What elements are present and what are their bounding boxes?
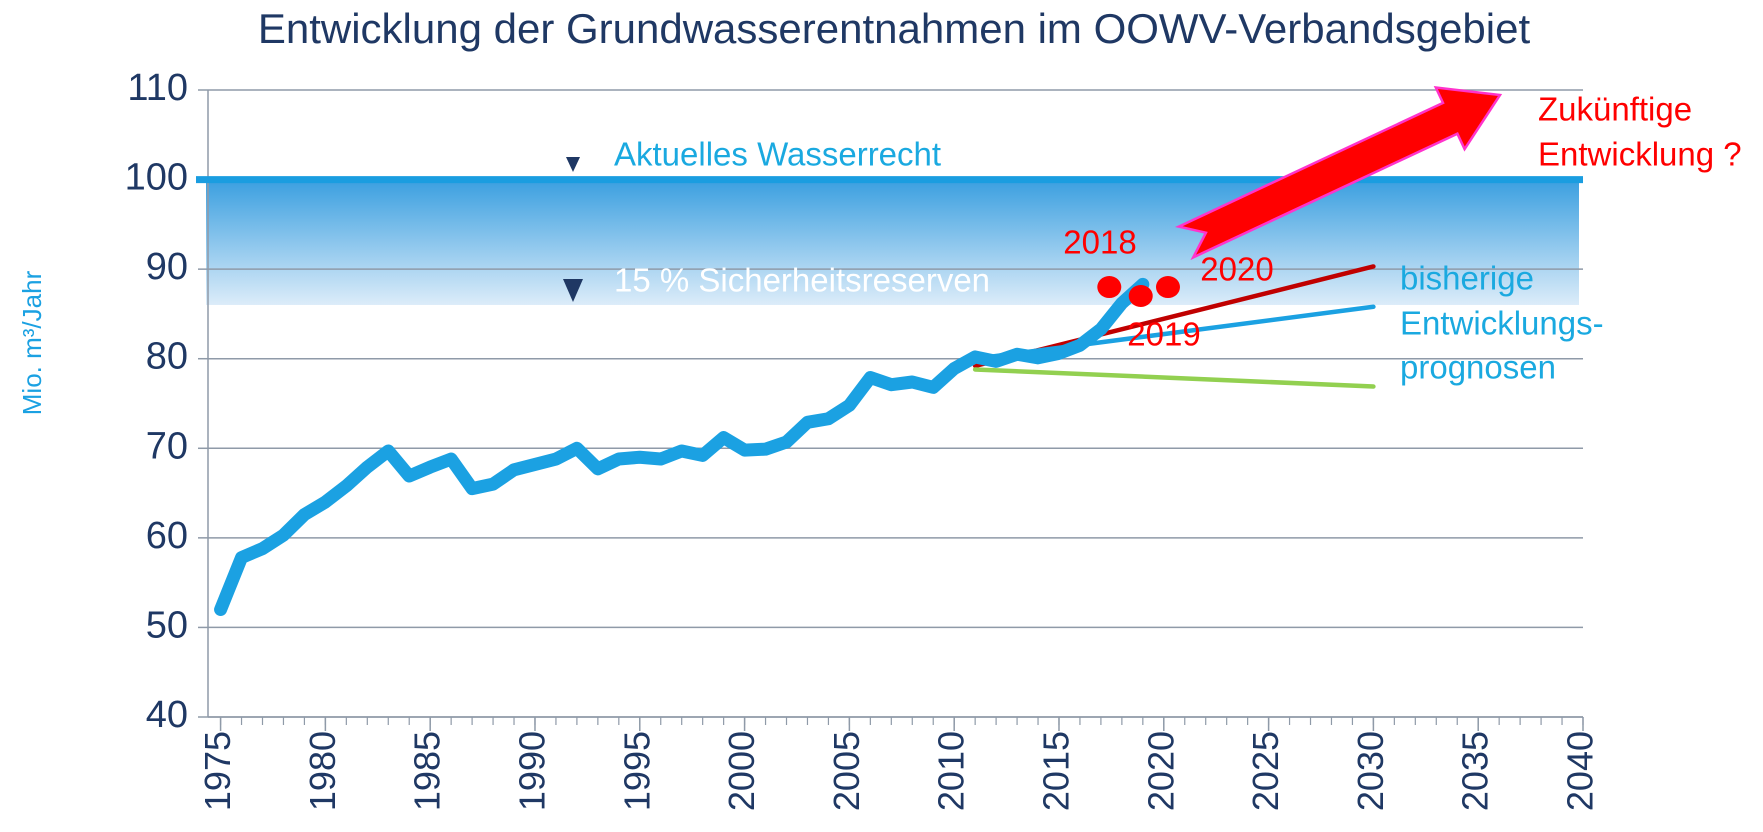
- data-line: [214, 277, 1150, 617]
- x-tick-label: 2005: [826, 731, 867, 811]
- x-tick-label: 2025: [1245, 731, 1286, 811]
- x-tick-label: 2040: [1560, 731, 1601, 811]
- y-axis-label: Mio. m³/Jahr: [17, 270, 47, 415]
- annotation: Entwicklungs-: [1400, 305, 1604, 342]
- annotation: Zukünftige: [1538, 91, 1692, 128]
- data-point: [1155, 276, 1180, 299]
- data-point: [1128, 285, 1153, 308]
- annotation: 2018: [1063, 224, 1136, 261]
- chart-title: Entwicklung der Grundwasserentnahmen im …: [258, 5, 1531, 52]
- y-tick-label: 60: [146, 515, 188, 557]
- x-tick-label: 2000: [721, 731, 762, 811]
- annotation: bisherige: [1400, 260, 1534, 297]
- y-tick-label: 40: [146, 694, 188, 736]
- x-tick-label: 1975: [197, 731, 238, 811]
- reserve-band: [206, 179, 1579, 305]
- x-tick-label: 2030: [1350, 731, 1391, 811]
- data-point: [1097, 276, 1122, 299]
- x-tick-label: 2035: [1455, 731, 1496, 811]
- y-tick-label: 50: [146, 604, 188, 646]
- x-tick-label: 2020: [1140, 731, 1181, 811]
- annotation: Aktuelles Wasserrecht: [614, 136, 941, 173]
- x-tick-label: 2015: [1036, 731, 1077, 811]
- x-tick-label: 1985: [407, 731, 448, 811]
- marker-triangle: [566, 157, 580, 172]
- x-tick-label: 1980: [302, 731, 343, 811]
- y-tick-label: 100: [125, 157, 188, 199]
- x-tick-label: 1995: [616, 731, 657, 811]
- y-tick-label: 80: [146, 336, 188, 378]
- annotation: 15 % Sicherheitsreserven: [614, 262, 990, 299]
- marker-triangle: [563, 279, 583, 302]
- y-tick-label: 110: [127, 67, 188, 109]
- projection-line: [972, 367, 1376, 389]
- annotation: 2019: [1127, 316, 1200, 353]
- x-tick-label: 1990: [511, 731, 552, 811]
- projection-line: [972, 304, 1376, 361]
- annotation: prognosen: [1400, 349, 1556, 386]
- x-tick-label: 2010: [931, 731, 972, 811]
- annotation: 2020: [1200, 251, 1273, 288]
- y-tick-label: 70: [146, 425, 188, 467]
- annotation: Entwicklung ?: [1538, 136, 1742, 173]
- y-tick-label: 90: [146, 246, 188, 288]
- arrow: [1174, 85, 1503, 261]
